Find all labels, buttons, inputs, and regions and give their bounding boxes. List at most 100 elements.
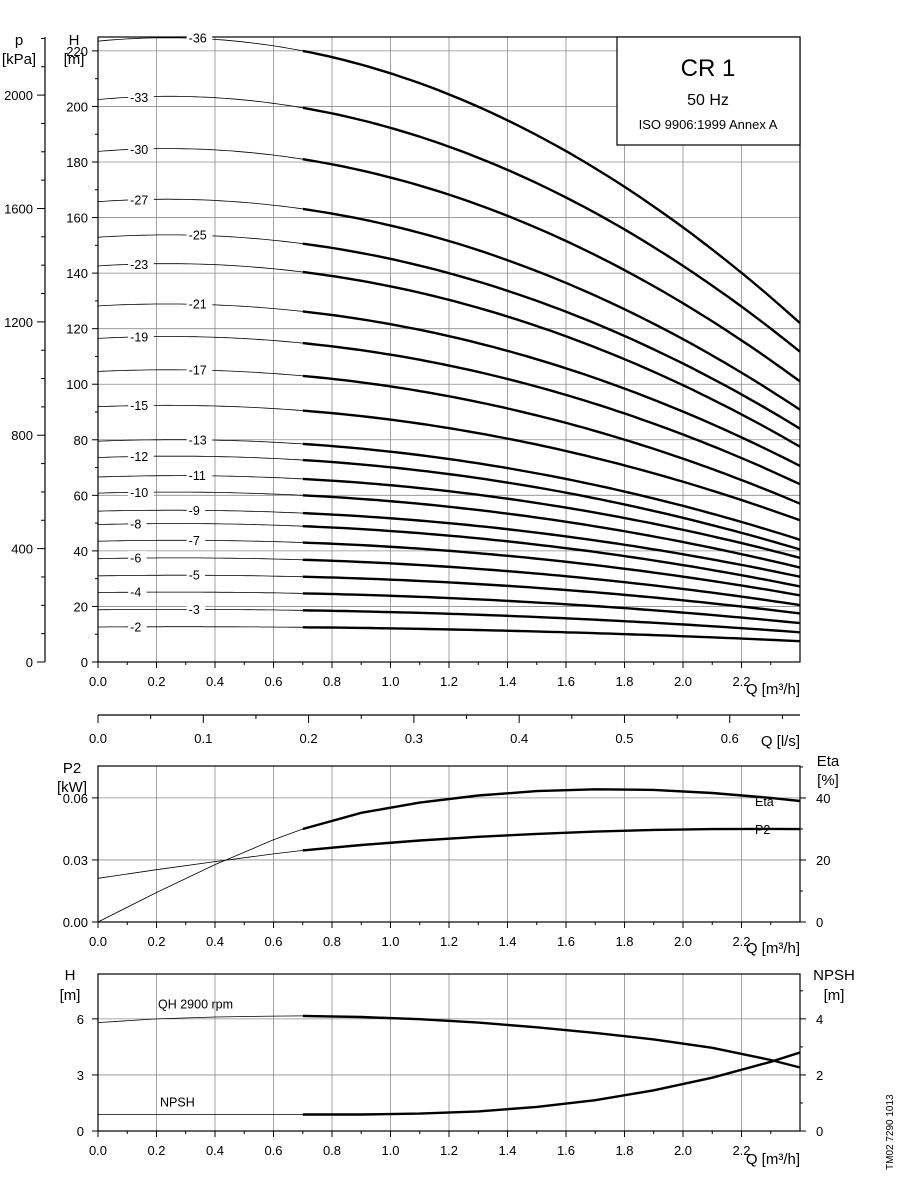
power-axis-unit: [kW] (57, 779, 87, 796)
pressure-tick-label: 800 (11, 428, 33, 443)
x-tick-label: 0.6 (264, 1143, 282, 1158)
curve-label: -21 (189, 298, 207, 312)
curve-label-bg (128, 398, 154, 412)
npsh-head-axis-title: H (65, 967, 76, 984)
curve-label: -15 (130, 399, 148, 413)
x-tick-label: 1.4 (498, 674, 516, 689)
x-tick-label: 1.4 (498, 1143, 516, 1158)
axes-layer (37, 36, 806, 1137)
pressure-axis-title: p (15, 32, 23, 49)
curve-label: -30 (130, 143, 148, 157)
power-extrapolated (97, 850, 303, 879)
x-tick-label: 1.8 (615, 934, 633, 949)
flow-ls-tick-label: 0.5 (615, 731, 633, 746)
x-tick-label: 0.6 (264, 934, 282, 949)
curve-label: -11 (189, 469, 206, 483)
curve-label-bg (186, 468, 213, 482)
x-tick-label: 0.6 (264, 674, 282, 689)
head-tick-label: 140 (66, 266, 88, 281)
x-tick-label: 1.0 (381, 674, 399, 689)
curve-label: -6 (130, 552, 141, 566)
x-tick-label: 0.0 (89, 1143, 107, 1158)
x-tick-label: 0.8 (323, 1143, 341, 1158)
x-tick-label: 0.8 (323, 674, 341, 689)
power-tick-label: 0.06 (63, 791, 88, 806)
flow-axis-label-m3h: Q [m³/h] (746, 681, 800, 698)
curve-label: -23 (130, 258, 148, 272)
npsh-curve-label: NPSH (160, 1095, 195, 1109)
curve-label-bg (128, 90, 154, 104)
npsh-head-tick-label: 0 (77, 1124, 84, 1139)
head-axis-unit: [m] (64, 51, 85, 68)
curve-label: -25 (189, 229, 207, 243)
npsh-curve (302, 1051, 801, 1116)
flow-ls-tick-label: 0.1 (194, 731, 212, 746)
chart-subtitle: 50 Hz (687, 92, 729, 109)
x-tick-label: 0.2 (147, 934, 165, 949)
power-flow-axis-label: Q [m³/h] (746, 940, 800, 957)
x-tick-label: 0.4 (206, 1143, 224, 1158)
npsh-tick-label: 0 (816, 1124, 823, 1139)
curve-label-bg (186, 503, 206, 517)
curve-label: -17 (189, 363, 207, 377)
flow-ls-tick-label: 0.2 (300, 731, 318, 746)
head-curve-stages (302, 458, 801, 551)
curve-label-bg (186, 432, 213, 446)
head-curve-stages (302, 242, 801, 430)
chart-note: ISO 9906:1999 Annex A (639, 117, 778, 132)
head-curve-stages (302, 541, 801, 597)
x-tick-label: 1.6 (557, 934, 575, 949)
curve-label: -13 (189, 433, 207, 447)
pressure-axis-unit: [kPa] (2, 51, 36, 68)
title-box: CR 1 50 Hz ISO 9906:1999 Annex A (616, 36, 801, 146)
curve-label-bg (186, 568, 206, 582)
head-tick-label: 180 (66, 155, 88, 170)
efficiency-tick-label: 20 (816, 853, 830, 868)
document-code: TM02 7290 1013 (885, 1094, 896, 1170)
head-curve-stages (302, 409, 801, 522)
x-tick-label: 1.2 (440, 674, 458, 689)
x-tick-label: 1.0 (381, 934, 399, 949)
head-tick-label: 40 (74, 544, 88, 559)
flow-ls-tick-label: 0.6 (721, 731, 739, 746)
x-tick-label: 2.0 (674, 934, 692, 949)
head-curve-stages (302, 49, 801, 324)
efficiency-extrapolated (97, 828, 303, 923)
head-tick-label: 120 (66, 322, 88, 337)
head-curve-stages (302, 374, 801, 505)
pressure-tick-label: 2000 (4, 88, 33, 103)
head-curve-stages (302, 341, 801, 486)
x-tick-label: 1.6 (557, 1143, 575, 1158)
npsh-head-tick-label: 3 (77, 1068, 84, 1083)
head-curve-stages (302, 270, 801, 448)
curve-label-bg (186, 602, 206, 616)
curve-label-bg (128, 485, 154, 499)
curve-label-bg (186, 228, 213, 242)
x-tick-label: 0.2 (147, 1143, 165, 1158)
x-tick-label: 2.2 (732, 1143, 750, 1158)
qh-curve (302, 1014, 801, 1069)
pressure-tick-label: 0 (26, 655, 33, 670)
head-axis-title: H (69, 32, 80, 49)
power-curve-label: P2 (755, 823, 770, 837)
head-tick-label: 220 (66, 44, 88, 59)
x-tick-label: 2.0 (674, 1143, 692, 1158)
power-axis-title: P2 (63, 760, 81, 777)
npsh-flow-axis-label: Q [m³/h] (746, 1151, 800, 1168)
curve-label: -9 (189, 504, 200, 518)
head-curve-stages (302, 609, 801, 634)
head-curve-stages (302, 626, 801, 643)
npsh-tick-label: 2 (816, 1068, 823, 1083)
pressure-tick-label: 1200 (4, 315, 33, 330)
efficiency-curve (302, 788, 801, 831)
head-curve-stages (302, 511, 801, 578)
curve-label: -7 (189, 534, 200, 548)
flow-ls-tick-label: 0.0 (89, 731, 107, 746)
flow-ls-tick-label: 0.4 (510, 731, 528, 746)
x-tick-label: 0.4 (206, 934, 224, 949)
curve-label-bg (186, 297, 213, 311)
head-curve-stages (302, 158, 801, 383)
curve-label-bg (128, 142, 154, 156)
head-tick-label: 100 (66, 377, 88, 392)
head-curve-stages (302, 477, 801, 559)
